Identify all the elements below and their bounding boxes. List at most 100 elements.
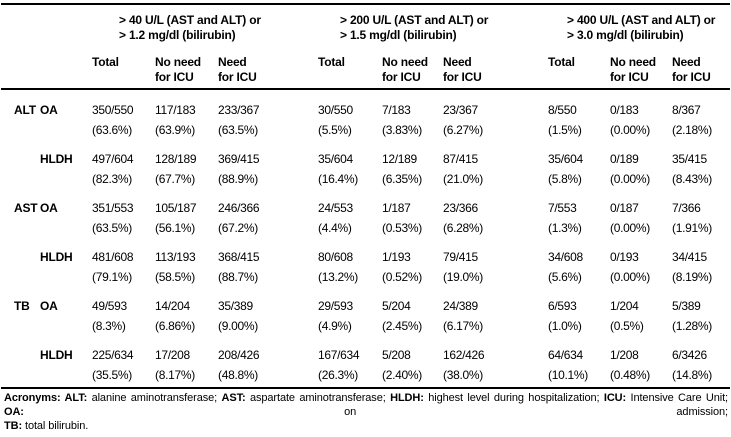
cell-value: 79/415 xyxy=(443,250,478,264)
cell-percent: (6.27%) xyxy=(443,123,483,137)
col-header-line: for ICU xyxy=(443,70,482,84)
cell-value: 481/608 xyxy=(92,250,134,264)
cell-percent: (0.00%) xyxy=(610,123,650,137)
data-cell: 6/593 (1.0%) xyxy=(548,296,610,336)
col-header-line: No need xyxy=(155,55,201,69)
data-cell: 35/415 (8.43%) xyxy=(672,149,717,189)
cell-value: 105/187 xyxy=(155,201,197,215)
data-cell: 0/189 (0.00%) xyxy=(610,149,672,189)
cell-value: 35/604 xyxy=(548,152,583,166)
data-cell: 1/193 (0.52%) xyxy=(382,247,443,287)
data-cell: 49/593 (8.3%) xyxy=(92,296,155,336)
data-cell: 34/415 (8.19%) xyxy=(672,247,717,287)
cell-percent: (1.91%) xyxy=(672,221,712,235)
col-header-line: Need xyxy=(672,55,701,69)
col-header-total-group1: Total xyxy=(92,55,155,85)
cell-value: 35/389 xyxy=(218,299,253,313)
cell-percent: (4.4%) xyxy=(318,221,352,235)
acronyms-footnote: Acronyms: ALT: alanine aminotransferase;… xyxy=(4,391,728,433)
footnote-key: AST: xyxy=(221,392,246,404)
col-header-line: No need xyxy=(610,55,656,69)
data-cell: 208/426 (48.8%) xyxy=(218,345,318,385)
col-header-total-group2: Total xyxy=(318,55,382,85)
footnote-line-1: Acronyms: ALT: alanine aminotransferase;… xyxy=(4,391,728,419)
footnote-definition: highest level during hospitalization; xyxy=(423,392,604,404)
row-analyte-label: TB xyxy=(14,299,30,313)
cell-percent: (16.4%) xyxy=(318,172,358,186)
cell-value: 1/193 xyxy=(382,250,411,264)
col-header-line: for ICU xyxy=(155,70,194,84)
cell-value: 7/183 xyxy=(382,103,411,117)
footnote-definition: on admission; xyxy=(23,406,728,418)
cell-percent: (5.8%) xyxy=(548,172,582,186)
data-cell: 113/193 (58.5%) xyxy=(155,247,218,287)
cell-percent: (67.2%) xyxy=(218,221,258,235)
footnote-line-2: TB: total bilirubin. xyxy=(4,419,728,433)
row-analyte-label xyxy=(14,345,40,385)
cell-percent: (13.2%) xyxy=(318,270,358,284)
data-cell: 80/608 (13.2%) xyxy=(318,247,382,287)
table-row: TB OA 49/593 (8.3%) 14/204 (6.86%) 35/389 (… xyxy=(14,296,717,345)
data-cell: 23/367 (6.27%) xyxy=(443,100,548,140)
col-header-total-group3: Total xyxy=(548,55,610,85)
cell-value: 49/593 xyxy=(92,299,127,313)
table-row: HLDH 497/604 (82.3%) 128/189 (67.7%) 369/4… xyxy=(14,149,717,198)
cell-percent: (9.00%) xyxy=(218,319,258,333)
cell-percent: (88.9%) xyxy=(218,172,258,186)
cell-value: 17/208 xyxy=(155,348,190,362)
cell-percent: (0.52%) xyxy=(382,270,422,284)
cell-value: 0/183 xyxy=(610,103,639,117)
cell-percent: (1.3%) xyxy=(548,221,582,235)
footnote-key: ICU: xyxy=(603,392,627,404)
col-header-line: Need xyxy=(443,55,472,69)
cell-value: 128/189 xyxy=(155,152,197,166)
data-cell: 0/187 (0.00%) xyxy=(610,198,672,238)
data-cell: 7/366 (1.91%) xyxy=(672,198,717,238)
threshold-group-2-line1: > 200 U/L (AST and ALT) or xyxy=(340,13,489,27)
column-header-row: Total No need for ICU Need for ICU Total N… xyxy=(14,55,717,85)
data-cell: 35/389 (9.00%) xyxy=(218,296,318,336)
cell-value: 0/189 xyxy=(610,152,639,166)
threshold-group-3-line1: > 400 U/L (AST and ALT) or xyxy=(567,13,716,27)
cell-percent: (19.0%) xyxy=(443,270,483,284)
row-analyte-label xyxy=(14,149,40,189)
col-header-line: Need xyxy=(218,55,247,69)
col-header-line: for ICU xyxy=(382,70,421,84)
cell-value: 7/366 xyxy=(672,201,701,215)
cell-value: 351/553 xyxy=(92,201,134,215)
cell-value: 113/193 xyxy=(155,250,196,264)
footnote-definition: Intensive Care Unit; xyxy=(626,392,728,404)
footnote-definition: aspartate aminotransferase; xyxy=(245,392,391,404)
row-timing-label: HLDH xyxy=(40,348,73,362)
cell-percent: (56.1%) xyxy=(155,221,195,235)
footnote-key: HLDH: xyxy=(390,392,424,404)
cell-percent: (2.40%) xyxy=(382,368,422,382)
footnote-key: Acronyms: ALT: xyxy=(4,392,88,404)
col-header-line: for ICU xyxy=(610,70,649,84)
cell-value: 1/208 xyxy=(610,348,639,362)
cell-value: 24/389 xyxy=(443,299,478,313)
data-cell: 79/415 (19.0%) xyxy=(443,247,548,287)
cell-value: 12/189 xyxy=(382,152,417,166)
col-header-need-group3: Need for ICU xyxy=(672,55,717,85)
cell-percent: (2.45%) xyxy=(382,319,422,333)
threshold-group-3-line2: > 3.0 mg/dl (bilirubin) xyxy=(567,28,684,42)
cell-value: 29/593 xyxy=(318,299,353,313)
data-cell: 368/415 (88.7%) xyxy=(218,247,318,287)
cell-percent: (63.5%) xyxy=(92,221,132,235)
data-cell: 105/187 (56.1%) xyxy=(155,198,218,238)
row-analyte-label: AST xyxy=(14,201,38,215)
cell-value: 7/553 xyxy=(548,201,577,215)
data-cell: 24/553 (4.4%) xyxy=(318,198,382,238)
table-body: ALT OA 350/550 (63.6%) 117/183 (63.9%) 233… xyxy=(0,100,731,394)
cell-percent: (8.19%) xyxy=(672,270,712,284)
cell-percent: (63.5%) xyxy=(218,123,258,137)
col-header-noneed-group2: No need for ICU xyxy=(382,55,443,85)
cell-value: 35/415 xyxy=(672,152,707,166)
data-cell: 5/389 (1.28%) xyxy=(672,296,717,336)
row-analyte-label xyxy=(14,247,40,287)
cell-value: 14/204 xyxy=(155,299,190,313)
cell-value: 6/3426 xyxy=(672,348,707,362)
cell-value: 497/604 xyxy=(92,152,134,166)
cell-percent: (6.28%) xyxy=(443,221,483,235)
